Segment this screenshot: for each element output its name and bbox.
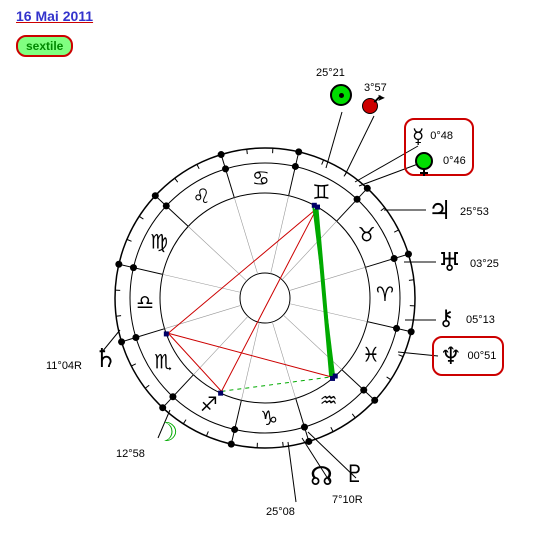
neptune-icon: ♆ [440, 342, 462, 370]
chiron-icon: ⚷ [438, 306, 454, 331]
saturn-icon: ♄ [94, 344, 117, 374]
svg-text:♏: ♏ [154, 350, 172, 374]
svg-text:♑: ♑ [260, 406, 278, 430]
moon-degree: 12°58 [116, 448, 145, 460]
natal-chart: ♈ ♉ ♊ ♋ ♌ ♍ ♎ ♏ ♐ ♑ ♒ ♓ [0, 0, 560, 560]
svg-text:♐: ♐ [200, 392, 218, 416]
venus-degree: 0°46 [443, 155, 466, 167]
node-icon: ☊ [310, 462, 333, 492]
saturn-degree: 11°04R [46, 360, 82, 372]
node-degree: 25°08 [266, 506, 295, 518]
pluto-degree: 7°10R [332, 494, 363, 506]
uranus-degree: 03°25 [470, 258, 499, 270]
neptune-degree: 00°51 [468, 350, 497, 362]
svg-text:♉: ♉ [358, 222, 376, 246]
svg-text:♋: ♋ [252, 166, 270, 190]
venus-icon [415, 152, 433, 170]
svg-text:♓: ♓ [362, 342, 380, 366]
svg-text:♊: ♊ [312, 180, 330, 204]
mercury-venus-box: ☿ 0°48 0°46 [404, 118, 474, 176]
mars-icon: ➤ [362, 98, 378, 117]
chiron-degree: 05°13 [466, 314, 495, 326]
jupiter-icon: ♃ [428, 196, 451, 226]
svg-text:♈: ♈ [376, 282, 394, 306]
svg-text:♒: ♒ [320, 388, 338, 412]
svg-text:♌: ♌ [192, 184, 210, 208]
sun-icon [330, 84, 352, 112]
jupiter-degree: 25°53 [460, 206, 489, 218]
mercury-degree: 0°48 [430, 130, 453, 142]
svg-text:♍: ♍ [150, 230, 168, 254]
mercury-icon: ☿ [412, 124, 424, 148]
sun-degree: 25°21 [316, 67, 345, 79]
moon-icon: ☽ [155, 418, 178, 448]
svg-text:♎: ♎ [136, 290, 154, 314]
uranus-icon: ♅ [438, 248, 461, 278]
neptune-box: ♆ 00°51 [432, 336, 504, 376]
pluto-icon: ♇ [344, 460, 366, 488]
